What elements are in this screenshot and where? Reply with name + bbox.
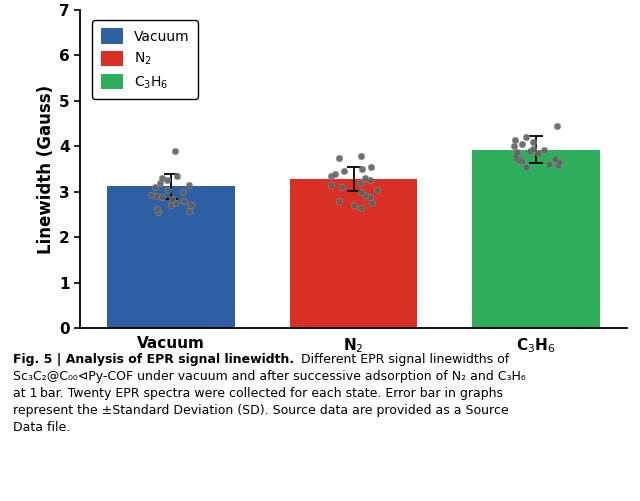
- Point: [521, 133, 531, 141]
- Point: [367, 199, 377, 207]
- Point: [326, 172, 336, 180]
- Point: [360, 191, 371, 199]
- Point: [539, 146, 549, 154]
- Point: [365, 176, 375, 184]
- Bar: [108, 186, 235, 328]
- Point: [153, 208, 163, 216]
- Point: [170, 147, 180, 155]
- Point: [163, 185, 173, 193]
- Point: [511, 154, 521, 162]
- Text: at 1 bar. Twenty EPR spectra were collected for each state. Error bar in graphs: at 1 bar. Twenty EPR spectra were collec…: [13, 387, 503, 400]
- Point: [337, 183, 347, 191]
- Point: [552, 122, 562, 130]
- Point: [166, 200, 176, 208]
- Point: [550, 155, 561, 163]
- Point: [184, 181, 195, 189]
- Point: [529, 138, 539, 146]
- Text: Data file.: Data file.: [13, 421, 70, 434]
- Text: Fig. 5 | Analysis of EPR signal linewidth.: Fig. 5 | Analysis of EPR signal linewidt…: [13, 353, 294, 366]
- Point: [186, 201, 196, 209]
- Bar: [290, 179, 417, 328]
- Point: [517, 157, 527, 165]
- Point: [339, 167, 349, 175]
- Point: [152, 205, 163, 213]
- Point: [516, 140, 527, 148]
- Point: [151, 192, 161, 200]
- Point: [333, 197, 344, 205]
- Point: [156, 179, 166, 187]
- Point: [365, 193, 376, 201]
- Point: [365, 163, 376, 171]
- Point: [372, 185, 382, 193]
- Point: [514, 156, 524, 164]
- Legend: Vacuum, N$_2$, C$_3$H$_6$: Vacuum, N$_2$, C$_3$H$_6$: [92, 20, 198, 99]
- Point: [357, 165, 367, 173]
- Point: [146, 191, 156, 199]
- Point: [356, 152, 366, 160]
- Point: [544, 160, 554, 168]
- Point: [334, 154, 344, 162]
- Point: [172, 172, 182, 180]
- Point: [552, 160, 563, 168]
- Point: [150, 183, 160, 191]
- Bar: [472, 149, 600, 328]
- Point: [360, 174, 370, 182]
- Point: [509, 142, 520, 150]
- Text: Sc₃C₂@C₀₀⊲Py-COF under vacuum and after successive adsorption of N₂ and C₃H₆: Sc₃C₂@C₀₀⊲Py-COF under vacuum and after …: [13, 370, 525, 383]
- Point: [355, 179, 365, 187]
- Point: [356, 204, 366, 212]
- Point: [162, 176, 172, 184]
- Point: [156, 193, 166, 201]
- Point: [184, 207, 194, 215]
- Point: [510, 136, 520, 144]
- Text: represent the ±Standard Deviation (SD). Source data are provided as a Source: represent the ±Standard Deviation (SD). …: [13, 404, 508, 417]
- Point: [511, 148, 522, 156]
- Point: [356, 188, 367, 196]
- Point: [167, 194, 177, 202]
- Point: [521, 163, 531, 171]
- Point: [156, 174, 166, 182]
- Text: Different EPR signal linewidths of: Different EPR signal linewidths of: [297, 353, 509, 366]
- Point: [172, 199, 182, 207]
- Point: [326, 181, 337, 189]
- Point: [527, 145, 538, 153]
- Point: [349, 201, 359, 209]
- Point: [177, 188, 188, 196]
- Point: [554, 158, 564, 166]
- Point: [525, 147, 536, 155]
- Point: [533, 149, 543, 157]
- Y-axis label: Linewidth (Gauss): Linewidth (Gauss): [36, 85, 54, 254]
- Point: [179, 197, 189, 205]
- Point: [330, 170, 340, 178]
- Point: [511, 151, 521, 159]
